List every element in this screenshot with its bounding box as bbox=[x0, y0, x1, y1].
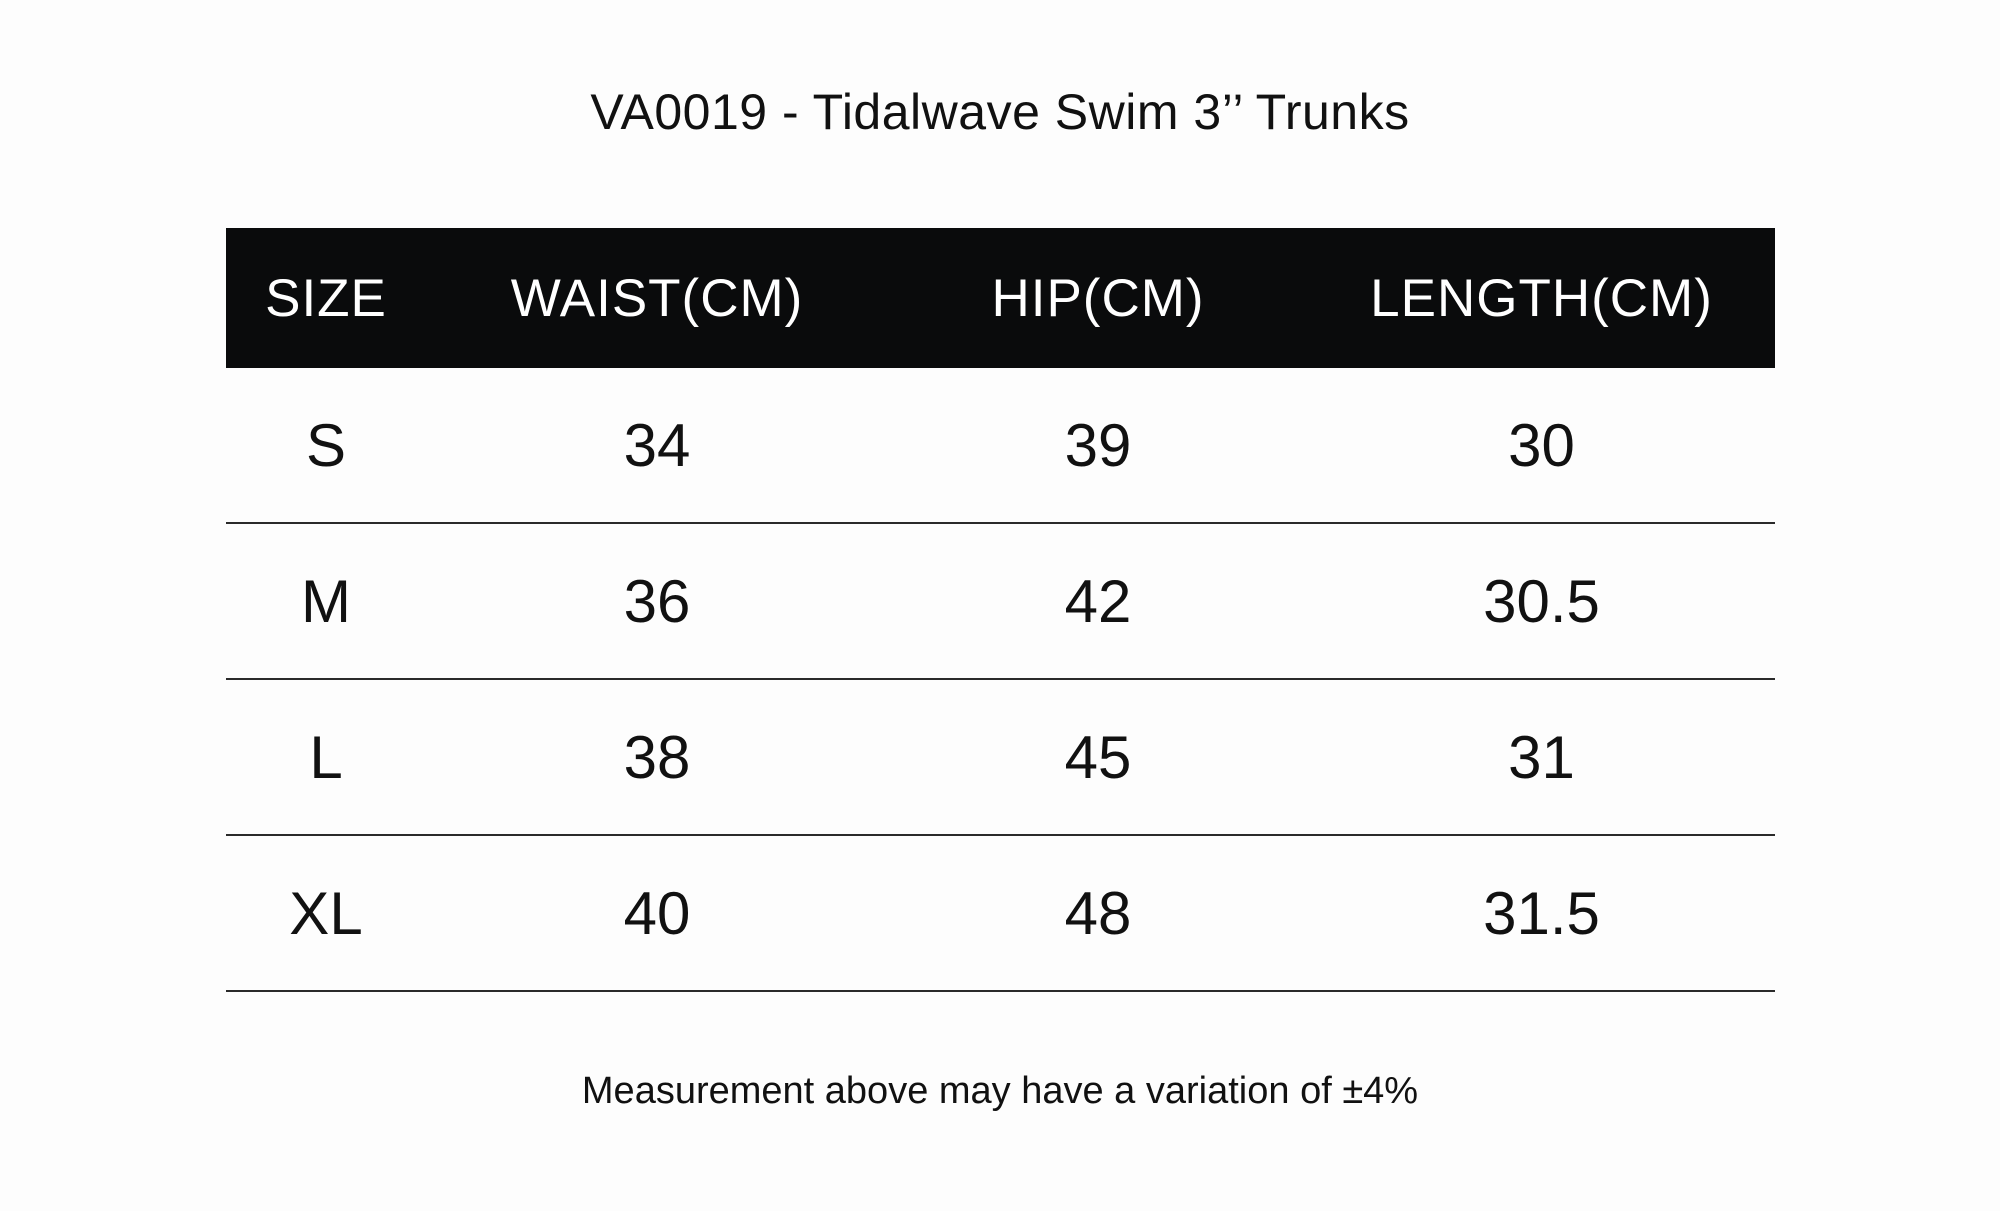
length-cell: 30 bbox=[1508, 411, 1575, 479]
size-cell: S bbox=[305, 411, 347, 479]
waist-cell: 34 bbox=[623, 411, 691, 479]
table-row: S 34 39 30 bbox=[226, 368, 1775, 524]
table-row: XL 40 48 31.5 bbox=[226, 836, 1775, 992]
hip-cell: 48 bbox=[1064, 879, 1132, 947]
table-row: M 36 42 30.5 bbox=[226, 524, 1775, 680]
hip-cell: 42 bbox=[1064, 567, 1132, 635]
length-cell: 31.5 bbox=[1483, 879, 1600, 947]
header-waist: WAIST(CM) bbox=[510, 268, 804, 328]
waist-cell: 40 bbox=[623, 879, 691, 947]
header-size: SIZE bbox=[265, 268, 387, 328]
header-hip: HIP(CM) bbox=[991, 268, 1205, 328]
page-title: VA0019 - Tidalwave Swim 3’’ Trunks bbox=[590, 84, 1410, 140]
size-cell: L bbox=[309, 723, 343, 791]
length-cell: 30.5 bbox=[1483, 567, 1600, 635]
header-length: LENGTH(CM) bbox=[1370, 268, 1713, 328]
table-header-row: SIZE WAIST(CM) HIP(CM) LENGTH(CM) bbox=[226, 228, 1775, 368]
size-cell: M bbox=[301, 567, 351, 635]
hip-cell: 39 bbox=[1064, 411, 1132, 479]
waist-cell: 36 bbox=[623, 567, 691, 635]
table-row: L 38 45 31 bbox=[226, 680, 1775, 836]
waist-cell: 38 bbox=[623, 723, 691, 791]
measurement-note: Measurement above may have a variation o… bbox=[581, 1070, 1419, 1112]
size-chart-table: SIZE WAIST(CM) HIP(CM) LENGTH(CM) S 34 3… bbox=[226, 228, 1775, 992]
hip-cell: 45 bbox=[1064, 723, 1132, 791]
size-cell: XL bbox=[289, 879, 363, 947]
length-cell: 31 bbox=[1508, 723, 1575, 791]
